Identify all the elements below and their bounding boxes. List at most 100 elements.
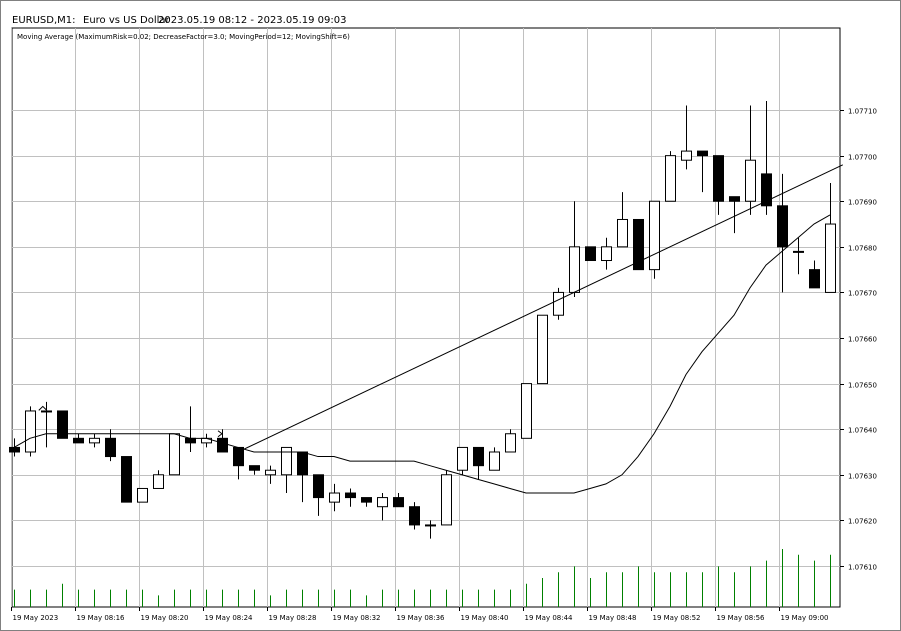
- bull-candle-body: [649, 200, 660, 271]
- candle[interactable]: [729, 196, 740, 234]
- symbol-label: EURUSD,M1:: [12, 15, 76, 26]
- candle[interactable]: [361, 497, 372, 507]
- candlesticks[interactable]: [9, 100, 836, 539]
- bear-candle-body: [345, 492, 356, 499]
- bear-candle-body: [777, 205, 788, 248]
- bear-candle-body: [217, 437, 228, 453]
- bull-candle-body: [41, 410, 52, 413]
- candle[interactable]: [793, 237, 804, 275]
- price-tick-label: 1.07630: [848, 473, 877, 481]
- candle[interactable]: [825, 183, 836, 293]
- time-tick-label: 19 May 08:56: [717, 614, 766, 622]
- time-tick-label: 19 May 09:00: [781, 614, 829, 622]
- candle[interactable]: [489, 447, 500, 471]
- candle[interactable]: [313, 474, 324, 516]
- bear-candle-body: [121, 456, 132, 503]
- candle[interactable]: [601, 237, 612, 270]
- candle[interactable]: [809, 260, 820, 289]
- candle[interactable]: [425, 520, 436, 539]
- candle[interactable]: [345, 488, 356, 507]
- candle[interactable]: [409, 502, 420, 530]
- axes: 1.07610 1.07620 1.07630 1.07640 1.07650 1.076…: [11, 108, 877, 622]
- candle[interactable]: [137, 487, 148, 503]
- bear-candle-body: [409, 506, 420, 526]
- bear-candle-body: [633, 218, 644, 271]
- bull-candle-body: [537, 314, 548, 385]
- price-tick-label: 1.07620: [848, 518, 877, 526]
- volume-bars: [14, 549, 831, 607]
- candle[interactable]: [745, 105, 756, 215]
- bear-candle-body: [809, 269, 820, 289]
- candle[interactable]: [537, 314, 548, 385]
- candle[interactable]: [281, 446, 292, 494]
- candle[interactable]: [761, 100, 772, 215]
- candle[interactable]: [665, 151, 676, 202]
- bear-candle-body: [57, 410, 68, 439]
- price-tick-label: 1.07660: [848, 336, 877, 344]
- candle[interactable]: [73, 433, 84, 444]
- price-tick-label: 1.07700: [848, 154, 877, 162]
- sell-arrow-icon: [217, 430, 223, 438]
- bull-candle-body: [617, 218, 628, 248]
- bear-candle-body: [473, 446, 484, 467]
- price-tick-label: 1.07710: [848, 108, 877, 116]
- price-tick-label: 1.07690: [848, 199, 877, 207]
- candle[interactable]: [521, 383, 532, 439]
- candle[interactable]: [585, 246, 596, 262]
- trend-line: [237, 164, 844, 453]
- candle[interactable]: [681, 105, 692, 170]
- candle[interactable]: [457, 446, 468, 475]
- grid: [11, 27, 841, 608]
- bear-candle-body: [361, 497, 372, 503]
- bull-candle-body: [825, 223, 836, 293]
- candle[interactable]: [249, 465, 260, 475]
- candle[interactable]: [393, 493, 404, 508]
- bear-candle-body: [185, 437, 196, 444]
- buy-arrow-icon: [38, 405, 48, 411]
- bull-candle-body: [553, 291, 564, 316]
- candle[interactable]: [553, 287, 564, 320]
- candle[interactable]: [217, 429, 228, 453]
- time-tick-label: 19 May 08:44: [525, 614, 574, 622]
- candle[interactable]: [153, 470, 164, 489]
- candle[interactable]: [505, 429, 516, 453]
- bull-candle-body: [665, 155, 676, 202]
- candle[interactable]: [25, 406, 36, 457]
- price-tick-label: 1.07610: [848, 564, 877, 572]
- candle[interactable]: [169, 433, 180, 476]
- bear-candle-body: [729, 196, 740, 202]
- moving-average-line: [13, 214, 831, 494]
- bull-candle-body: [153, 474, 164, 489]
- price-tick-label: 1.07680: [848, 245, 877, 253]
- bull-candle-body: [425, 524, 436, 527]
- bull-candle-body: [489, 451, 500, 471]
- bull-candle-body: [745, 159, 756, 202]
- candle[interactable]: [265, 465, 276, 484]
- candle[interactable]: [377, 493, 388, 521]
- candle[interactable]: [649, 200, 660, 279]
- candle[interactable]: [473, 446, 484, 480]
- candle[interactable]: [89, 433, 100, 448]
- time-tick-label: 19 May 2023: [13, 614, 59, 622]
- bear-candle-body: [313, 474, 324, 499]
- indicator-label: Moving Average (MaximumRisk=0.02; Decrea…: [17, 33, 350, 41]
- price-tick-label: 1.07650: [848, 382, 877, 390]
- candle[interactable]: [121, 456, 132, 503]
- candle[interactable]: [697, 150, 708, 193]
- time-tick-label: 19 May 08:48: [589, 614, 637, 622]
- bull-candle-body: [377, 497, 388, 508]
- candle[interactable]: [713, 155, 724, 215]
- bull-candle-body: [601, 246, 612, 262]
- candle[interactable]: [329, 483, 340, 512]
- candle[interactable]: [617, 192, 628, 248]
- time-tick-label: 19 May 08:24: [205, 614, 254, 622]
- bear-candle-body: [105, 437, 116, 458]
- bear-candle-body: [697, 150, 708, 157]
- candle[interactable]: [105, 429, 116, 462]
- bull-candle-body: [137, 487, 148, 503]
- candle[interactable]: [441, 470, 452, 526]
- bull-candle-body: [569, 246, 580, 293]
- bear-candle-body: [73, 437, 84, 444]
